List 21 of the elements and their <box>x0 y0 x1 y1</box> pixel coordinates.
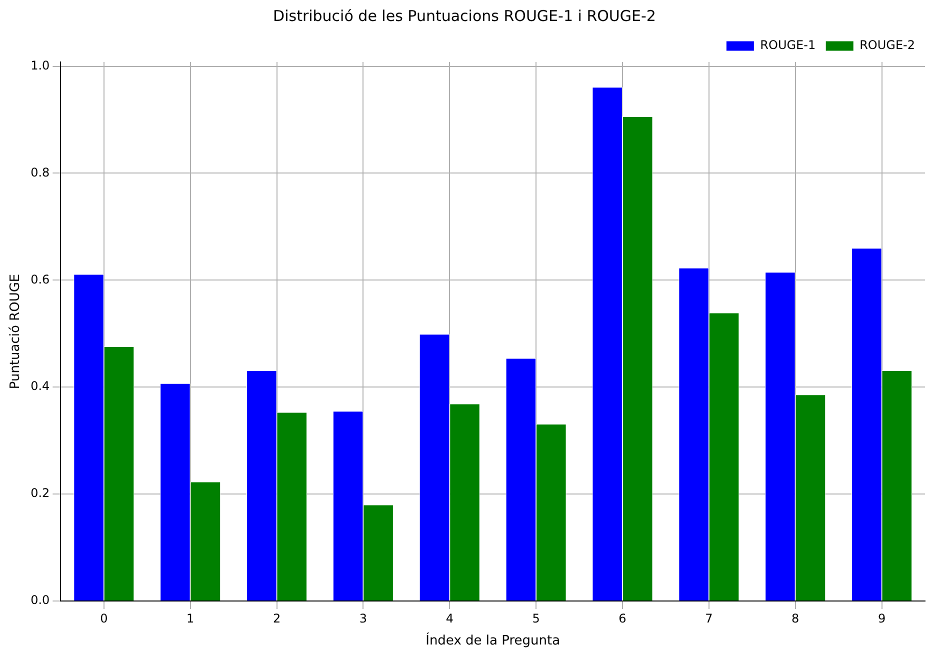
y-tick-label: 0.2 <box>30 486 50 500</box>
y-tick-label: 0.4 <box>30 379 50 394</box>
x-tick-label: 2 <box>272 611 281 626</box>
x-axis-title: Índex de la Pregunta <box>426 632 560 649</box>
x-tick-label: 5 <box>532 611 540 626</box>
y-tick-label: 1.0 <box>30 58 50 72</box>
x-tick-label: 9 <box>878 611 886 626</box>
y-axis-title: Puntuació ROUGE <box>8 274 24 390</box>
x-tick-label: 7 <box>705 611 713 626</box>
y-tick-label: 0.6 <box>30 272 50 286</box>
y-tick-label: 0.0 <box>30 593 50 608</box>
x-tick-label: 6 <box>618 611 626 626</box>
x-tick-label: 0 <box>100 611 108 626</box>
chart-title: Distribució de les Puntuacions ROUGE-1 i ROUGE-2 <box>273 6 656 25</box>
legend-label: ROUGE-2 <box>860 38 916 52</box>
legend-label: ROUGE-1 <box>760 38 816 52</box>
x-tick-label: 4 <box>446 611 454 626</box>
x-tick-label: 8 <box>792 611 800 626</box>
x-tick-label: 3 <box>359 611 368 626</box>
x-tick-label: 1 <box>186 611 194 626</box>
y-tick-label: 0.8 <box>30 165 50 180</box>
